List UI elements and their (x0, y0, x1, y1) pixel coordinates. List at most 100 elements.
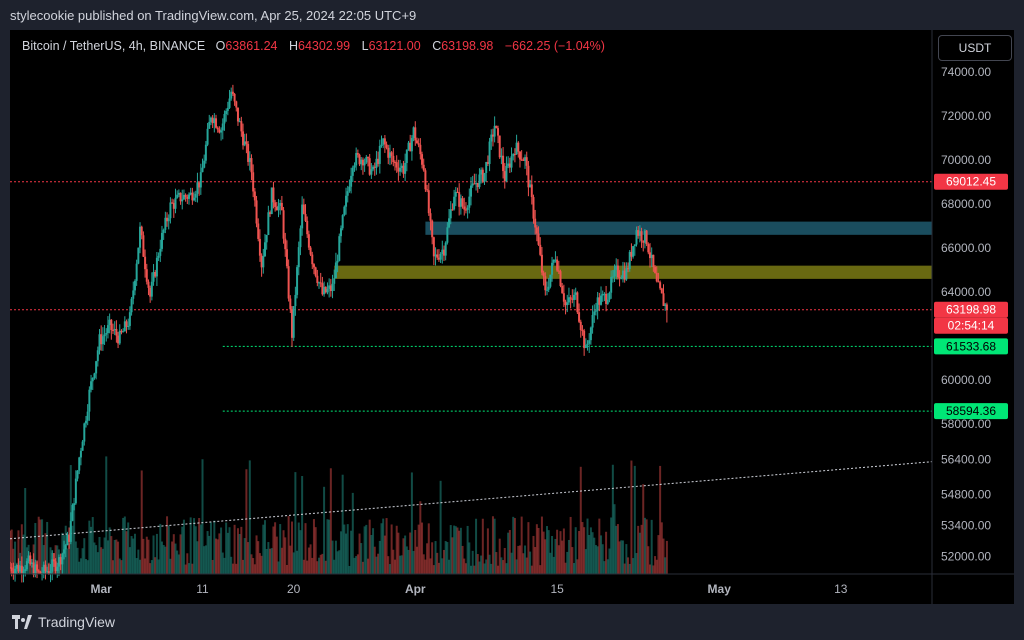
volume-bar (578, 530, 581, 574)
volume-bar (228, 527, 231, 574)
volume-bar (307, 547, 310, 574)
candle-body (473, 183, 476, 185)
volume-bar (442, 549, 445, 574)
volume-bar (291, 521, 294, 574)
candle-body (378, 145, 381, 164)
y-tick-label: 74000.00 (941, 65, 991, 79)
candle-body (199, 172, 202, 188)
volume-bar (263, 520, 266, 574)
candle-body (338, 236, 341, 261)
candle-body (324, 286, 327, 293)
candle-body (226, 107, 229, 111)
volume-bar (198, 518, 201, 574)
volume-bar (255, 535, 258, 574)
candle-body (488, 141, 491, 164)
volume-bar (176, 550, 179, 574)
candle-body (507, 163, 510, 166)
chart-frame[interactable]: 74000.00 72000.00 70000.00 68000.00 66000.00… (9, 30, 1014, 604)
candle-body (25, 561, 28, 570)
volume-bar (594, 545, 597, 574)
candle-body (312, 264, 315, 268)
candle-body (46, 571, 49, 573)
volume-bar (542, 531, 545, 574)
currency-button[interactable]: USDT (938, 35, 1012, 61)
candle-body (601, 294, 604, 296)
candle-body (448, 218, 451, 228)
volume-bar (419, 501, 422, 574)
y-tick-label: 53400.00 (941, 519, 991, 533)
candle-body (537, 233, 540, 245)
volume-bar (294, 472, 297, 574)
volume-bar (314, 527, 317, 574)
volume-bar (648, 564, 651, 574)
candle-body (211, 117, 214, 124)
volume-bar (329, 468, 332, 574)
candle-body (37, 570, 40, 572)
volume-bar (586, 518, 589, 574)
candle-body (513, 153, 516, 155)
volume-bar (230, 556, 233, 574)
price-tag (934, 317, 1008, 334)
volume-bar (245, 469, 248, 574)
volume-bar (470, 565, 472, 574)
candle-body (529, 184, 532, 188)
volume-bar (502, 560, 505, 574)
candle-body (486, 162, 489, 164)
volume-bar (171, 541, 174, 574)
volume-bar (664, 557, 667, 574)
volume-bar (510, 552, 513, 574)
candle-body (515, 142, 518, 155)
candle-body (370, 169, 373, 175)
candle-body (69, 520, 72, 542)
volume-bar (643, 517, 646, 574)
candle-body (615, 265, 618, 270)
volume-bar (250, 554, 253, 574)
x-tick-label: Apr (405, 582, 426, 596)
volume-bar (311, 557, 314, 574)
volume-bar (123, 516, 126, 574)
candle-body (620, 278, 623, 280)
volume-bar (657, 535, 660, 574)
candle-body (147, 281, 150, 288)
volume-bar (199, 524, 202, 574)
volume-bar (86, 560, 89, 574)
candle-body (260, 255, 263, 268)
candle-body (110, 319, 113, 331)
candle-body (51, 559, 54, 572)
volume-bar (551, 535, 554, 574)
volume-bar (581, 522, 584, 574)
candle-body (39, 571, 42, 575)
candle-body (549, 274, 552, 287)
volume-bar (427, 523, 430, 574)
volume-bar (380, 523, 383, 574)
candle-body (93, 373, 96, 378)
candle-body (277, 205, 280, 211)
volume-bar (277, 561, 280, 574)
candle-body (20, 565, 23, 573)
volume-bar (584, 549, 587, 574)
candle-body (331, 283, 334, 292)
candle-body (61, 553, 64, 565)
candle-body (524, 157, 527, 161)
candle-body (59, 557, 62, 565)
volume-bar (279, 524, 282, 574)
volume-bar (576, 559, 579, 574)
volume-bar (383, 535, 386, 574)
candlestick-chart[interactable]: 74000.00 72000.00 70000.00 68000.00 66000.00… (9, 30, 1014, 604)
candle-body (551, 262, 554, 275)
candle-body (73, 503, 76, 506)
volume-bar (589, 527, 592, 574)
high-value: 64302.99 (298, 39, 351, 53)
volume-bar (336, 551, 339, 574)
volume-bar (432, 565, 435, 574)
volume-bar (490, 563, 493, 574)
volume-bar (348, 565, 351, 574)
volume-bar (446, 542, 449, 574)
tradingview-logo[interactable]: TradingView (12, 614, 115, 630)
candle-body (302, 204, 305, 214)
volume-bar (567, 539, 570, 574)
volume-bar (139, 559, 142, 574)
candle-body (470, 185, 472, 197)
candle-body (510, 156, 513, 168)
volume-bar (444, 541, 447, 574)
